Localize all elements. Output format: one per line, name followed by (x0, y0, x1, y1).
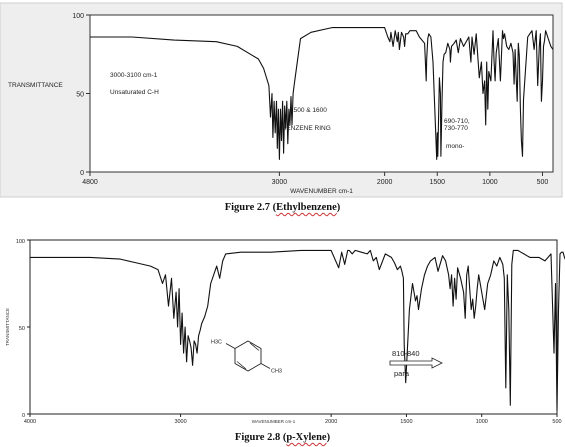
annotation-unsaturated-ch-range: 3000-3100 cm-1 (110, 72, 158, 79)
y-axis-label: TRANSMITTANCE (5, 308, 10, 346)
x-tick-label: 2000 (325, 419, 337, 425)
spectrum-line (90, 27, 554, 160)
ring-double-bond (236, 361, 247, 370)
x-axis-label: WAVENUMBER cm-1 (252, 419, 296, 424)
molecule-label-h3c: H3C (211, 340, 222, 346)
annotation-benzene-ring-range: 1500 & 1600 (290, 107, 327, 114)
p-xylene-spectrum-panel: 100 50 0 4000 3000 2000 1500 1000 500 WAVENUMBER … (0, 222, 565, 447)
methyl-bond-right (260, 363, 271, 369)
x-tick-label: 1500 (429, 179, 445, 186)
annotation-para: para (394, 369, 410, 378)
x-tick-label: 4800 (82, 179, 98, 186)
caption-suffix: ) (326, 432, 331, 443)
annotation-mono-range-2: 730-770 (444, 125, 468, 132)
x-tick-label: 500 (552, 419, 561, 425)
x-tick-label: 500 (537, 179, 549, 186)
y-tick-label: 100 (72, 13, 84, 20)
plot-area (29, 239, 558, 415)
caption-compound-name: Ethylbenzene (276, 202, 337, 213)
molecule-label-ch3: CH3 (271, 369, 282, 375)
annotation-para-range: 810-840 (392, 349, 420, 358)
x-tick-label: 2000 (377, 179, 393, 186)
x-tick-label: 1000 (482, 179, 498, 186)
annotation-arrow (389, 357, 443, 369)
caption-suffix: ) (336, 202, 341, 213)
figure-caption-ethylbenzene: Figure 2.7 (Ethylbenzene) (0, 202, 565, 213)
caption-compound-name: p-Xylene (286, 432, 327, 443)
y-tick-label: 0 (22, 413, 25, 419)
x-tick-label: 3000 (272, 179, 288, 186)
ring-double-bond (249, 342, 260, 351)
y-tick-label: 100 (16, 239, 25, 245)
annotation-mono: mono- (446, 143, 464, 150)
x-tick-label: 4000 (24, 419, 36, 425)
x-tick-label: 1000 (476, 419, 488, 425)
y-axis-label: TRANSMITTANCE (8, 82, 63, 89)
annotation-unsaturated-ch: Unsaturated C-H (110, 89, 159, 96)
annotation-mono-range-1: 690-710, (444, 118, 470, 125)
annotation-benzene-ring: BENZENE RING (282, 125, 331, 132)
x-axis-label: WAVENUMBER cm-1 (290, 188, 353, 195)
caption-prefix: Figure 2.8 ( (234, 432, 287, 443)
methyl-bond-left (225, 343, 236, 349)
x-tick-label: 3000 (174, 419, 186, 425)
y-tick-label: 50 (19, 326, 25, 332)
caption-prefix: Figure 2.7 ( (224, 202, 277, 213)
y-tick-label: 50 (76, 92, 84, 99)
y-tick-label: 0 (80, 170, 84, 177)
x-tick-label: 1500 (400, 419, 412, 425)
spectrum-line (30, 249, 565, 412)
ethylbenzene-spectrum-panel: 100 50 0 4800 3000 2000 1500 1000 500 WAVENUMBER … (0, 0, 565, 218)
figure-caption-p-xylene: Figure 2.8 (p-Xylene) (0, 432, 565, 443)
